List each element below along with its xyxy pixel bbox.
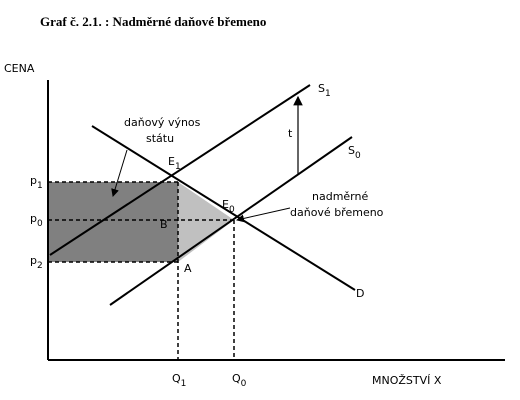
burden-arrow — [236, 207, 291, 223]
quantity-label: Q1 — [172, 372, 186, 389]
tax-revenue-area — [48, 182, 178, 262]
axes — [47, 80, 505, 361]
guides — [48, 181, 235, 360]
curve-label: S1 — [318, 82, 331, 99]
annotation: státu — [146, 132, 174, 145]
y-label: CENA — [4, 62, 35, 75]
point-label: B — [160, 218, 168, 231]
deadweight-loss-area — [178, 182, 234, 262]
annotation: daňový výnos — [124, 116, 201, 129]
point-label: E0 — [222, 198, 235, 215]
x-label: MNOŽSTVÍ X — [372, 374, 442, 387]
price-label: p1 — [30, 174, 43, 191]
point-label: E1 — [168, 155, 181, 172]
curve-label: S0 — [348, 144, 361, 161]
curve-label: D — [356, 287, 364, 300]
curves — [49, 84, 356, 306]
revenue-arrow — [111, 149, 128, 197]
point-label: A — [184, 262, 192, 275]
annotation: nadměrné — [312, 190, 368, 203]
price-label: p2 — [30, 254, 43, 271]
title: Graf č. 2.1. : Nadměrné daňové břemeno — [40, 14, 266, 29]
quantity-label: Q0 — [232, 372, 247, 389]
price-label: p0 — [30, 212, 43, 229]
tax-label: t — [288, 127, 293, 140]
annotation: daňové břemeno — [290, 206, 384, 219]
